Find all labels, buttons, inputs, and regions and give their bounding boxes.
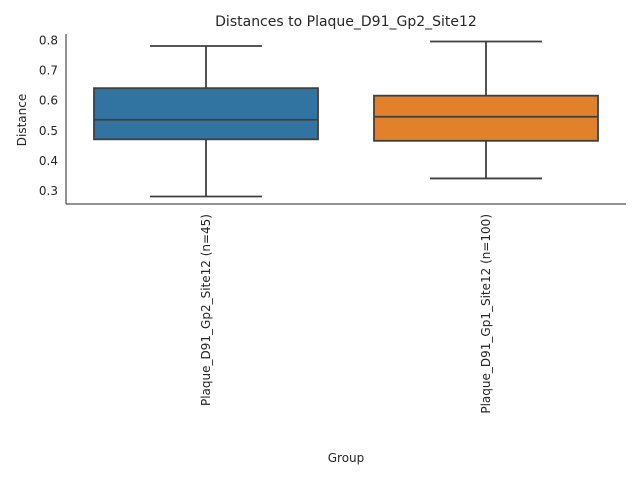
box-iqr bbox=[93, 87, 319, 141]
x-axis-label: Group bbox=[328, 451, 365, 465]
y-tick-label: 0.8 bbox=[39, 34, 58, 48]
plot-area: 0.3 0.4 0.5 0.6 0.7 0.8 Plaque_D91_Gp2_Site12 … bbox=[39, 34, 626, 414]
box-iqr bbox=[373, 94, 599, 142]
chart-title: Distances to Plaque_D91_Gp2_Site12 bbox=[215, 14, 477, 30]
y-tick-label: 0.5 bbox=[39, 124, 58, 138]
y-tick-label: 0.7 bbox=[39, 64, 58, 78]
y-tick-label: 0.6 bbox=[39, 94, 58, 108]
x-tick-label: Plaque_D91_Gp2_Site12 (n=45) bbox=[199, 214, 213, 406]
x-tick-label: Plaque_D91_Gp1_Site12 (n=100) bbox=[479, 214, 493, 414]
y-axis-label: Distance bbox=[15, 94, 29, 146]
y-tick-label: 0.3 bbox=[39, 184, 58, 198]
y-tick-label: 0.4 bbox=[39, 154, 58, 168]
